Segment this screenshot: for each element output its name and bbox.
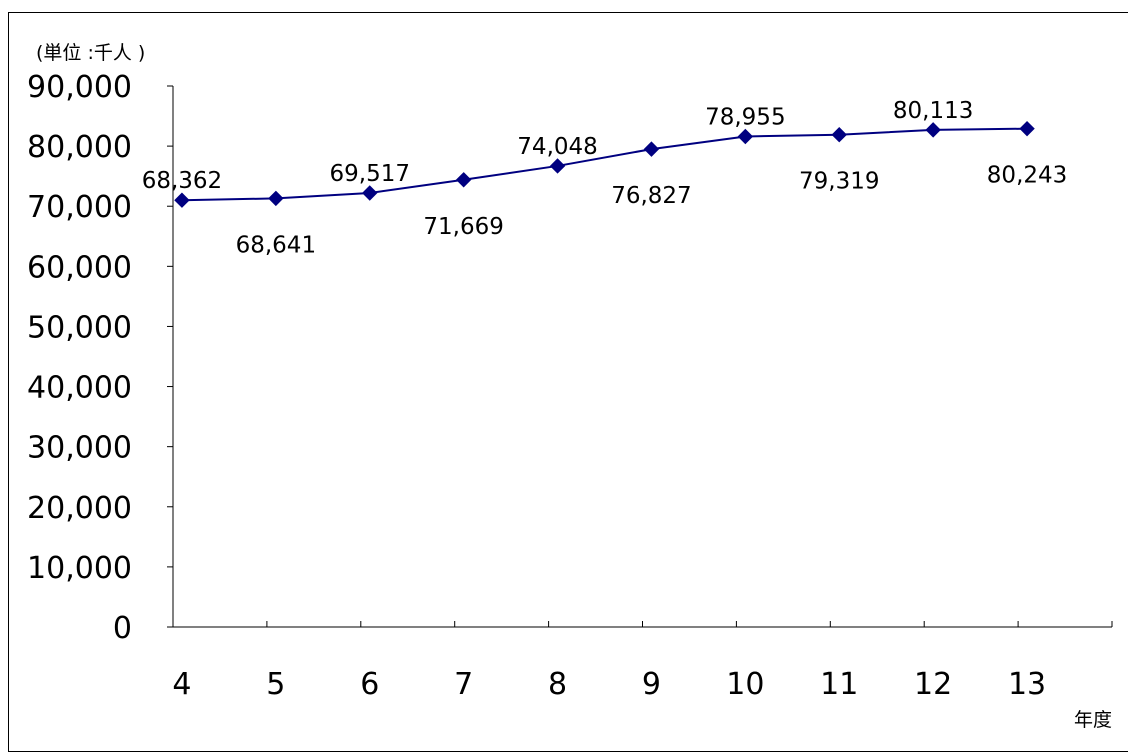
- data-label: 78,955: [705, 104, 785, 130]
- y-tick-label: 60,000: [27, 250, 132, 285]
- data-point: [1019, 120, 1035, 137]
- data-label: 71,669: [423, 214, 503, 240]
- x-tick-label: 6: [360, 667, 379, 702]
- data-label: 68,641: [236, 232, 316, 258]
- data-point: [362, 185, 378, 201]
- unit-label: (単位 :千人 ): [36, 42, 146, 64]
- x-tick-label: 8: [548, 667, 567, 702]
- data-label: 80,243: [987, 163, 1067, 189]
- x-tick-label: 12: [914, 667, 952, 702]
- data-point: [925, 122, 941, 138]
- data-label: 68,362: [142, 168, 222, 194]
- y-tick-label: 90,000: [27, 70, 132, 105]
- y-tick-label: 30,000: [27, 431, 132, 466]
- y-tick-label: 70,000: [27, 190, 132, 225]
- data-label: 69,517: [330, 161, 410, 187]
- y-tick-label: 10,000: [27, 551, 132, 586]
- data-point: [737, 128, 754, 145]
- data-point: [831, 126, 847, 143]
- y-tick-label: 50,000: [27, 310, 132, 345]
- x-tick-label: 11: [820, 667, 858, 702]
- x-tick-label: 9: [642, 667, 661, 702]
- data-label: 74,048: [517, 134, 597, 160]
- data-point: [455, 172, 472, 188]
- x-axis-unit-label: 年度: [1074, 709, 1113, 731]
- y-tick-label: 0: [113, 611, 132, 646]
- series-line: [181, 127, 1028, 202]
- x-tick-label: 4: [172, 667, 191, 702]
- data-point: [643, 141, 660, 157]
- data-point: [174, 192, 190, 208]
- data-label: 79,319: [799, 169, 879, 195]
- data-point: [549, 158, 566, 174]
- y-tick-label: 40,000: [27, 371, 132, 406]
- x-tick-label: 13: [1008, 667, 1046, 702]
- y-tick-label: 80,000: [27, 130, 132, 165]
- x-tick-label: 5: [266, 667, 285, 702]
- x-tick-label: 7: [454, 667, 473, 702]
- y-tick-label: 20,000: [27, 491, 132, 526]
- data-label: 80,113: [893, 98, 973, 124]
- x-tick-label: 10: [726, 667, 764, 702]
- data-point: [268, 190, 284, 207]
- data-label: 76,827: [611, 183, 691, 209]
